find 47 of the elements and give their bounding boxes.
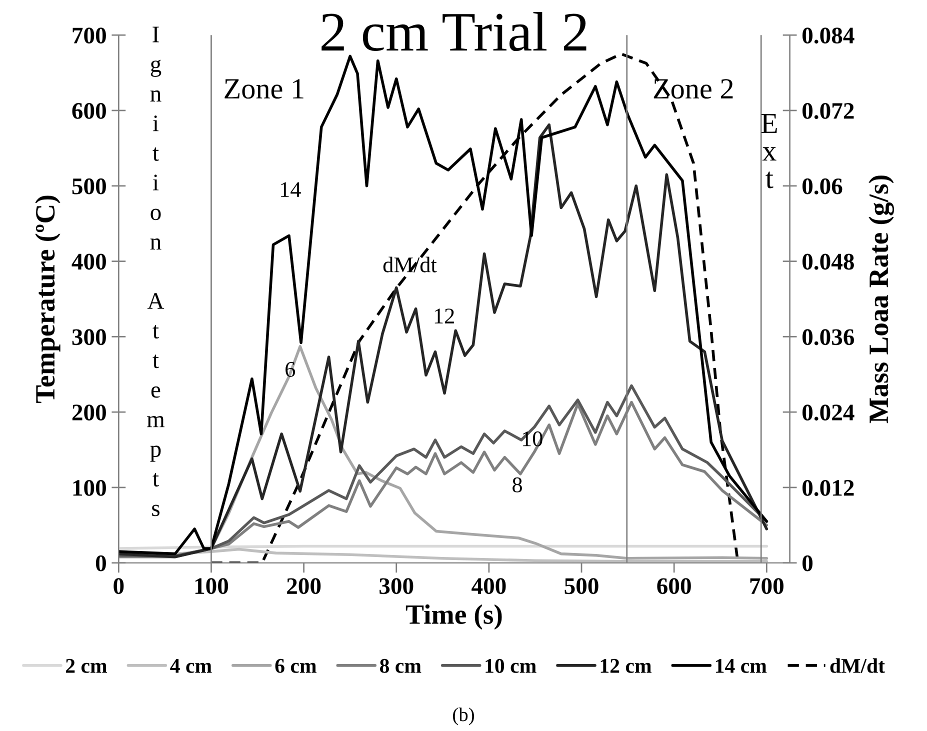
annotation: 8 bbox=[512, 477, 522, 492]
legend-label: 14 cm bbox=[716, 658, 767, 673]
annotation: dM/dt bbox=[383, 256, 437, 272]
x-tick-label: 100 bbox=[195, 578, 228, 594]
y-tick-label: 0 bbox=[96, 555, 106, 572]
y2-tick-label: 0 bbox=[802, 555, 813, 572]
y-tick-label: 400 bbox=[72, 254, 106, 270]
x-tick-label: 400 bbox=[472, 578, 506, 594]
y-tick-label: 700 bbox=[72, 28, 106, 44]
annotation: Zone 2 bbox=[654, 79, 733, 99]
legend-label: 12 cm bbox=[600, 658, 652, 673]
y-axis-title: Temperature (ºC) bbox=[35, 196, 60, 404]
y2-tick-label: 0.024 bbox=[802, 404, 854, 421]
legend-label: 10 cm bbox=[486, 658, 536, 673]
chart-title: 2 cm Trial 2 bbox=[322, 12, 586, 52]
annotation: Ext bbox=[761, 114, 777, 188]
legend-label: 4 cm bbox=[170, 659, 212, 673]
legend-label: 6 cm bbox=[275, 658, 316, 673]
legend-label: dM/dt bbox=[830, 658, 885, 673]
annotation: 12 bbox=[434, 308, 454, 324]
x-axis-title: Time (s) bbox=[406, 604, 502, 630]
y2-tick-label: 0.06 bbox=[802, 178, 842, 194]
text: Ignition Attempts bbox=[147, 26, 165, 516]
x-tick-label: 600 bbox=[657, 578, 691, 594]
text: (b) bbox=[453, 708, 474, 726]
y-tick-label: 500 bbox=[72, 178, 106, 194]
y-tick-label: 600 bbox=[72, 102, 106, 119]
x-tick-label: 700 bbox=[750, 578, 784, 594]
annotation: 10 bbox=[522, 431, 542, 446]
y2-tick-label: 0.012 bbox=[802, 480, 854, 496]
y2-tick-label: 0.036 bbox=[802, 329, 854, 346]
y2-axis-title: Mass Loaa Rate (g/s) bbox=[868, 176, 894, 424]
y-tick-label: 200 bbox=[72, 404, 106, 420]
legend-label: 8 cm bbox=[380, 658, 422, 673]
y2-tick-label: 0.084 bbox=[802, 28, 854, 44]
legend-label: 2 cm bbox=[66, 658, 107, 673]
y2-tick-label: 0.048 bbox=[802, 254, 854, 270]
annotation: 6 bbox=[286, 362, 296, 377]
annotation: 14 bbox=[280, 182, 301, 197]
x-tick-label: 300 bbox=[380, 578, 414, 594]
x-tick-label: 500 bbox=[564, 578, 598, 594]
x-tick-label: 200 bbox=[287, 578, 321, 594]
x-tick-label: 0 bbox=[114, 578, 124, 594]
y2-tick-label: 0.072 bbox=[802, 102, 854, 120]
y-tick-label: 300 bbox=[72, 329, 106, 346]
y-tick-label: 100 bbox=[73, 480, 106, 496]
annotation: Zone 1 bbox=[224, 79, 304, 99]
